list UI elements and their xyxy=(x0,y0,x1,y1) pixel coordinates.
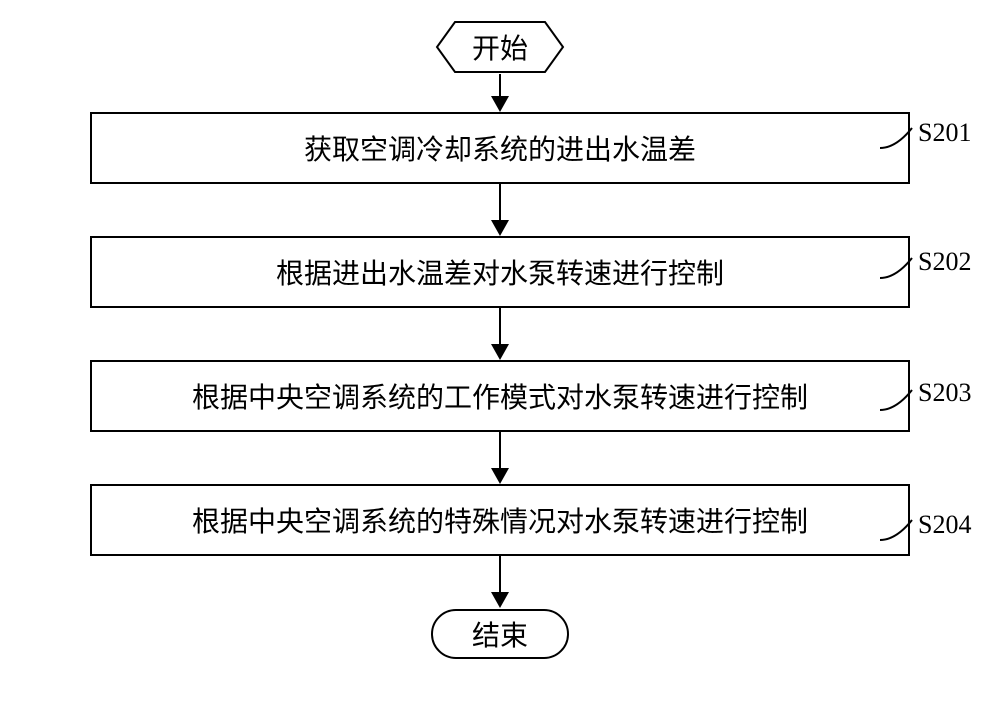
step-id-label: S203 xyxy=(918,378,971,408)
arrow-line xyxy=(499,74,501,96)
step-id-label: S204 xyxy=(918,510,971,540)
end-node: 结束 xyxy=(430,608,570,660)
arrow-head-icon xyxy=(491,592,509,608)
step-id-label: S202 xyxy=(918,247,971,277)
end-label: 结束 xyxy=(472,614,528,654)
start-label: 开始 xyxy=(472,27,528,67)
arrow-line xyxy=(499,308,501,344)
process-s201: 获取空调冷却系统的进出水温差 xyxy=(90,112,910,184)
arrow xyxy=(491,308,509,360)
arrow-head-icon xyxy=(491,344,509,360)
start-node: 开始 xyxy=(435,20,565,74)
arrow-head-icon xyxy=(491,220,509,236)
arrow xyxy=(491,432,509,484)
process-s203: 根据中央空调系统的工作模式对水泵转速进行控制 xyxy=(90,360,910,432)
arrow xyxy=(491,74,509,112)
process-s202: 根据进出水温差对水泵转速进行控制 xyxy=(90,236,910,308)
arrow xyxy=(491,556,509,608)
arrow-head-icon xyxy=(491,468,509,484)
process-text: 根据中央空调系统的工作模式对水泵转速进行控制 xyxy=(192,383,808,414)
process-text: 获取空调冷却系统的进出水温差 xyxy=(304,135,696,166)
arrow xyxy=(491,184,509,236)
flowchart-container: 开始 获取空调冷却系统的进出水温差 根据进出水温差对水泵转速进行控制 根据中央空… xyxy=(60,20,940,660)
process-s204: 根据中央空调系统的特殊情况对水泵转速进行控制 xyxy=(90,484,910,556)
step-id-label: S201 xyxy=(918,118,971,148)
arrow-head-icon xyxy=(491,96,509,112)
process-text: 根据进出水温差对水泵转速进行控制 xyxy=(276,259,724,290)
process-text: 根据中央空调系统的特殊情况对水泵转速进行控制 xyxy=(192,507,808,538)
arrow-line xyxy=(499,432,501,468)
arrow-line xyxy=(499,184,501,220)
arrow-line xyxy=(499,556,501,592)
